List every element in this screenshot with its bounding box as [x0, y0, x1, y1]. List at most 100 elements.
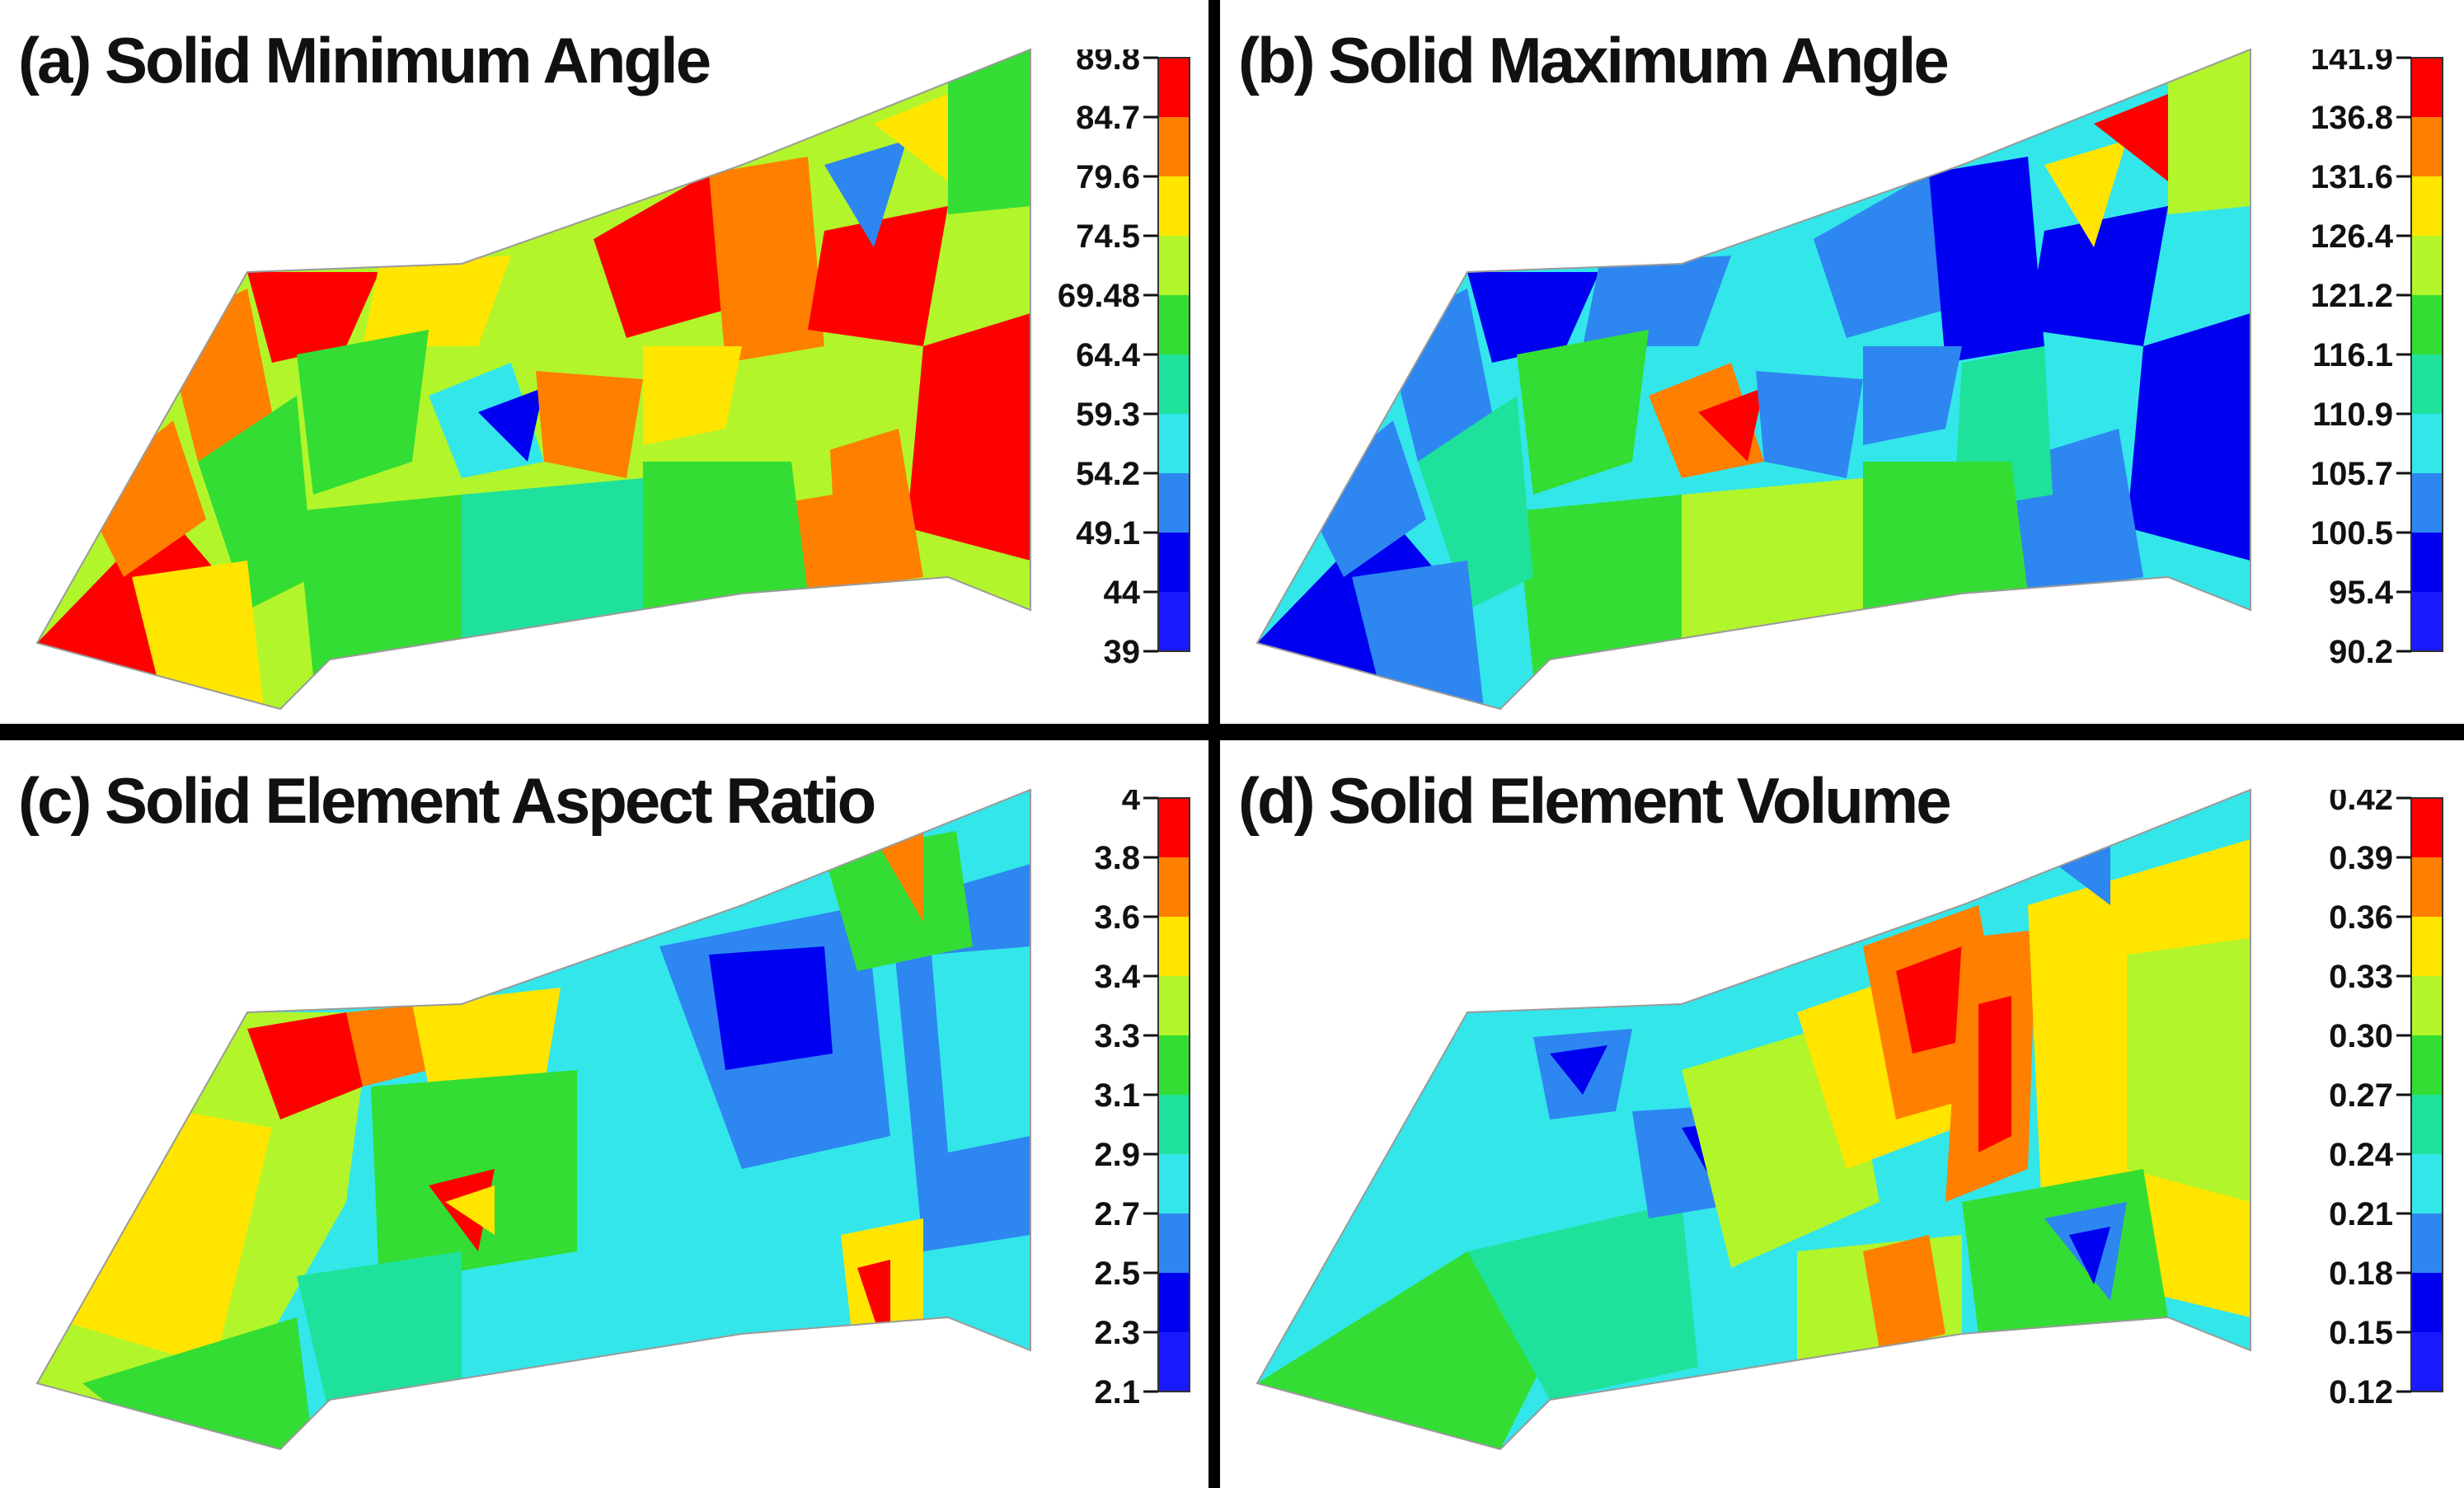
colorbar-tick-label: 0.21	[2329, 1196, 2393, 1232]
colorbar-segment	[1158, 176, 1190, 237]
colorbar-b: 141.9 136.8 131.6 126.4 121.2 116.1 110.9 105.7…	[2311, 49, 2443, 670]
colorbar-tick-label: 74.5	[1076, 218, 1140, 255]
colorbar-tick-label: 131.6	[2311, 159, 2393, 195]
mesh-plot-c	[35, 788, 1031, 1451]
colorbar-segment	[2411, 1332, 2443, 1392]
panel-b: 141.9 136.8 131.6 126.4 121.2 116.1 110.9 105.7…	[1220, 0, 2464, 724]
colorbar-tick-label: 90.2	[2329, 634, 2393, 670]
colorbar-tick-label: 0.15	[2329, 1315, 2393, 1351]
colorbar-tick-label: 0.33	[2329, 959, 2393, 995]
colorbar-segment	[1158, 354, 1190, 415]
colorbar-segment	[2411, 976, 2443, 1036]
panel-title: (d) Solid Element Volume	[1238, 764, 1952, 837]
colorbar-tick-label: 95.4	[2329, 575, 2394, 611]
colorbar-tick-label: 54.2	[1076, 456, 1140, 492]
colorbar-segment	[2411, 295, 2443, 355]
colorbar-tick-label: 0.12	[2329, 1374, 2393, 1411]
colorbar-segment	[1158, 857, 1190, 918]
colorbar-tick-label: 3.8	[1094, 840, 1140, 876]
colorbar-tick-label: 105.7	[2311, 456, 2393, 492]
colorbar-segment	[2411, 473, 2443, 533]
colorbar-segment	[1158, 117, 1190, 177]
colorbar-tick-label: 0.24	[2329, 1137, 2394, 1173]
colorbar-segment	[1158, 295, 1190, 355]
colorbar-segment	[2411, 1154, 2443, 1214]
colorbar-segment	[2411, 236, 2443, 296]
colorbar-tick-label: 0.42	[2329, 790, 2393, 817]
colorbar-segment	[1158, 1273, 1190, 1333]
colorbar-segment	[1158, 1095, 1190, 1155]
colorbar-segment	[1158, 473, 1190, 533]
colorbar-segment	[2411, 592, 2443, 652]
colorbar-segment	[1158, 917, 1190, 977]
colorbar-tick-label: 141.9	[2311, 49, 2393, 77]
colorbar-segment	[1158, 1213, 1190, 1274]
colorbar-d: 0.42 0.39 0.36 0.33 0.30 0.27 0.24 0.21 0.18 0.15…	[2329, 790, 2443, 1411]
panel-c: 4 3.8 3.6 3.4 3.3 3.1 2.9 2.7 2.5 2.3 2.1 (c) Soli…	[0, 740, 1209, 1488]
colorbar-segment	[1158, 1035, 1190, 1096]
panel-a: 89.8 84.7 79.6 74.5 69.48 64.4 59.3 54.2 49.1 44 3…	[0, 0, 1209, 724]
colorbar-tick-label: 2.1	[1094, 1374, 1140, 1411]
colorbar-segment	[2411, 533, 2443, 593]
colorbar-segment	[2411, 798, 2443, 858]
colorbar-tick-label: 0.27	[2329, 1077, 2393, 1114]
colorbar-segment	[2411, 354, 2443, 415]
colorbar-segment	[1158, 976, 1190, 1036]
colorbar-tick-label: 100.5	[2311, 515, 2393, 552]
colorbar-tick-label: 136.8	[2311, 100, 2393, 136]
colorbar-segment	[1158, 798, 1190, 858]
colorbar-segment	[2411, 917, 2443, 977]
colorbar-tick-label: 39	[1104, 634, 1141, 670]
colorbar-tick-label: 64.4	[1076, 337, 1141, 373]
horizontal-divider	[0, 724, 2464, 740]
colorbar-segment	[2411, 1273, 2443, 1333]
colorbar-tick-label: 3.3	[1094, 1018, 1140, 1054]
colorbar-segment	[2411, 1035, 2443, 1096]
panel-title: (a) Solid Minimum Angle	[18, 24, 711, 96]
colorbar-a: 89.8 84.7 79.6 74.5 69.48 64.4 59.3 54.2 49.1 44 3…	[1058, 49, 1190, 670]
panel-title: (c) Solid Element Aspect Ratio	[18, 764, 876, 837]
colorbar-segment	[1158, 1332, 1190, 1392]
colorbar-tick-label: 2.7	[1094, 1196, 1140, 1232]
colorbar-tick-label: 4	[1122, 790, 1141, 817]
colorbar-tick-label: 0.39	[2329, 840, 2393, 876]
colorbar-segment	[1158, 58, 1190, 118]
vertical-divider	[1209, 0, 1220, 1488]
colorbar-tick-label: 44	[1104, 575, 1141, 611]
colorbar-segment	[1158, 533, 1190, 593]
colorbar-tick-label: 89.8	[1076, 49, 1140, 77]
colorbar-tick-label: 3.4	[1094, 959, 1140, 995]
colorbar-tick-label: 126.4	[2311, 218, 2394, 255]
colorbar-tick-label: 0.18	[2329, 1256, 2393, 1292]
colorbar-segment	[1158, 592, 1190, 652]
colorbar-segment	[2411, 1095, 2443, 1155]
colorbar-tick-label: 79.6	[1076, 159, 1140, 195]
colorbar-tick-label: 0.36	[2329, 899, 2393, 936]
colorbar-segment	[1158, 414, 1190, 474]
colorbar-segment	[2411, 857, 2443, 918]
colorbar-tick-label: 49.1	[1076, 515, 1140, 552]
colorbar-tick-label: 110.9	[2312, 397, 2393, 433]
mesh-plot-a	[35, 48, 1031, 711]
colorbar-segment	[1158, 236, 1190, 296]
colorbar-tick-label: 69.48	[1058, 278, 1140, 314]
colorbar-tick-label: 3.6	[1094, 899, 1140, 936]
panel-d: 0.42 0.39 0.36 0.33 0.30 0.27 0.24 0.21 0.18 0.15…	[1220, 740, 2464, 1488]
colorbar-tick-label: 3.1	[1094, 1077, 1140, 1114]
colorbar-tick-label: 2.9	[1094, 1137, 1140, 1173]
panel-title: (b) Solid Maximum Angle	[1238, 24, 1950, 96]
colorbar-segment	[2411, 1213, 2443, 1274]
colorbar-tick-label: 59.3	[1076, 397, 1140, 433]
colorbar-segment	[2411, 117, 2443, 177]
colorbar-tick-label: 121.2	[2311, 278, 2393, 314]
colorbar-tick-label: 2.5	[1094, 1256, 1140, 1292]
colorbar-segment	[2411, 176, 2443, 237]
mesh-plot-b	[1255, 48, 2251, 711]
colorbar-segment	[2411, 414, 2443, 474]
colorbar-tick-label: 0.30	[2329, 1018, 2393, 1054]
mesh-plot-d	[1255, 788, 2251, 1451]
colorbar-tick-label: 116.1	[2312, 337, 2393, 373]
colorbar-c: 4 3.8 3.6 3.4 3.3 3.1 2.9 2.7 2.5 2.3 2.1	[1094, 790, 1190, 1411]
colorbar-tick-label: 84.7	[1076, 100, 1140, 136]
